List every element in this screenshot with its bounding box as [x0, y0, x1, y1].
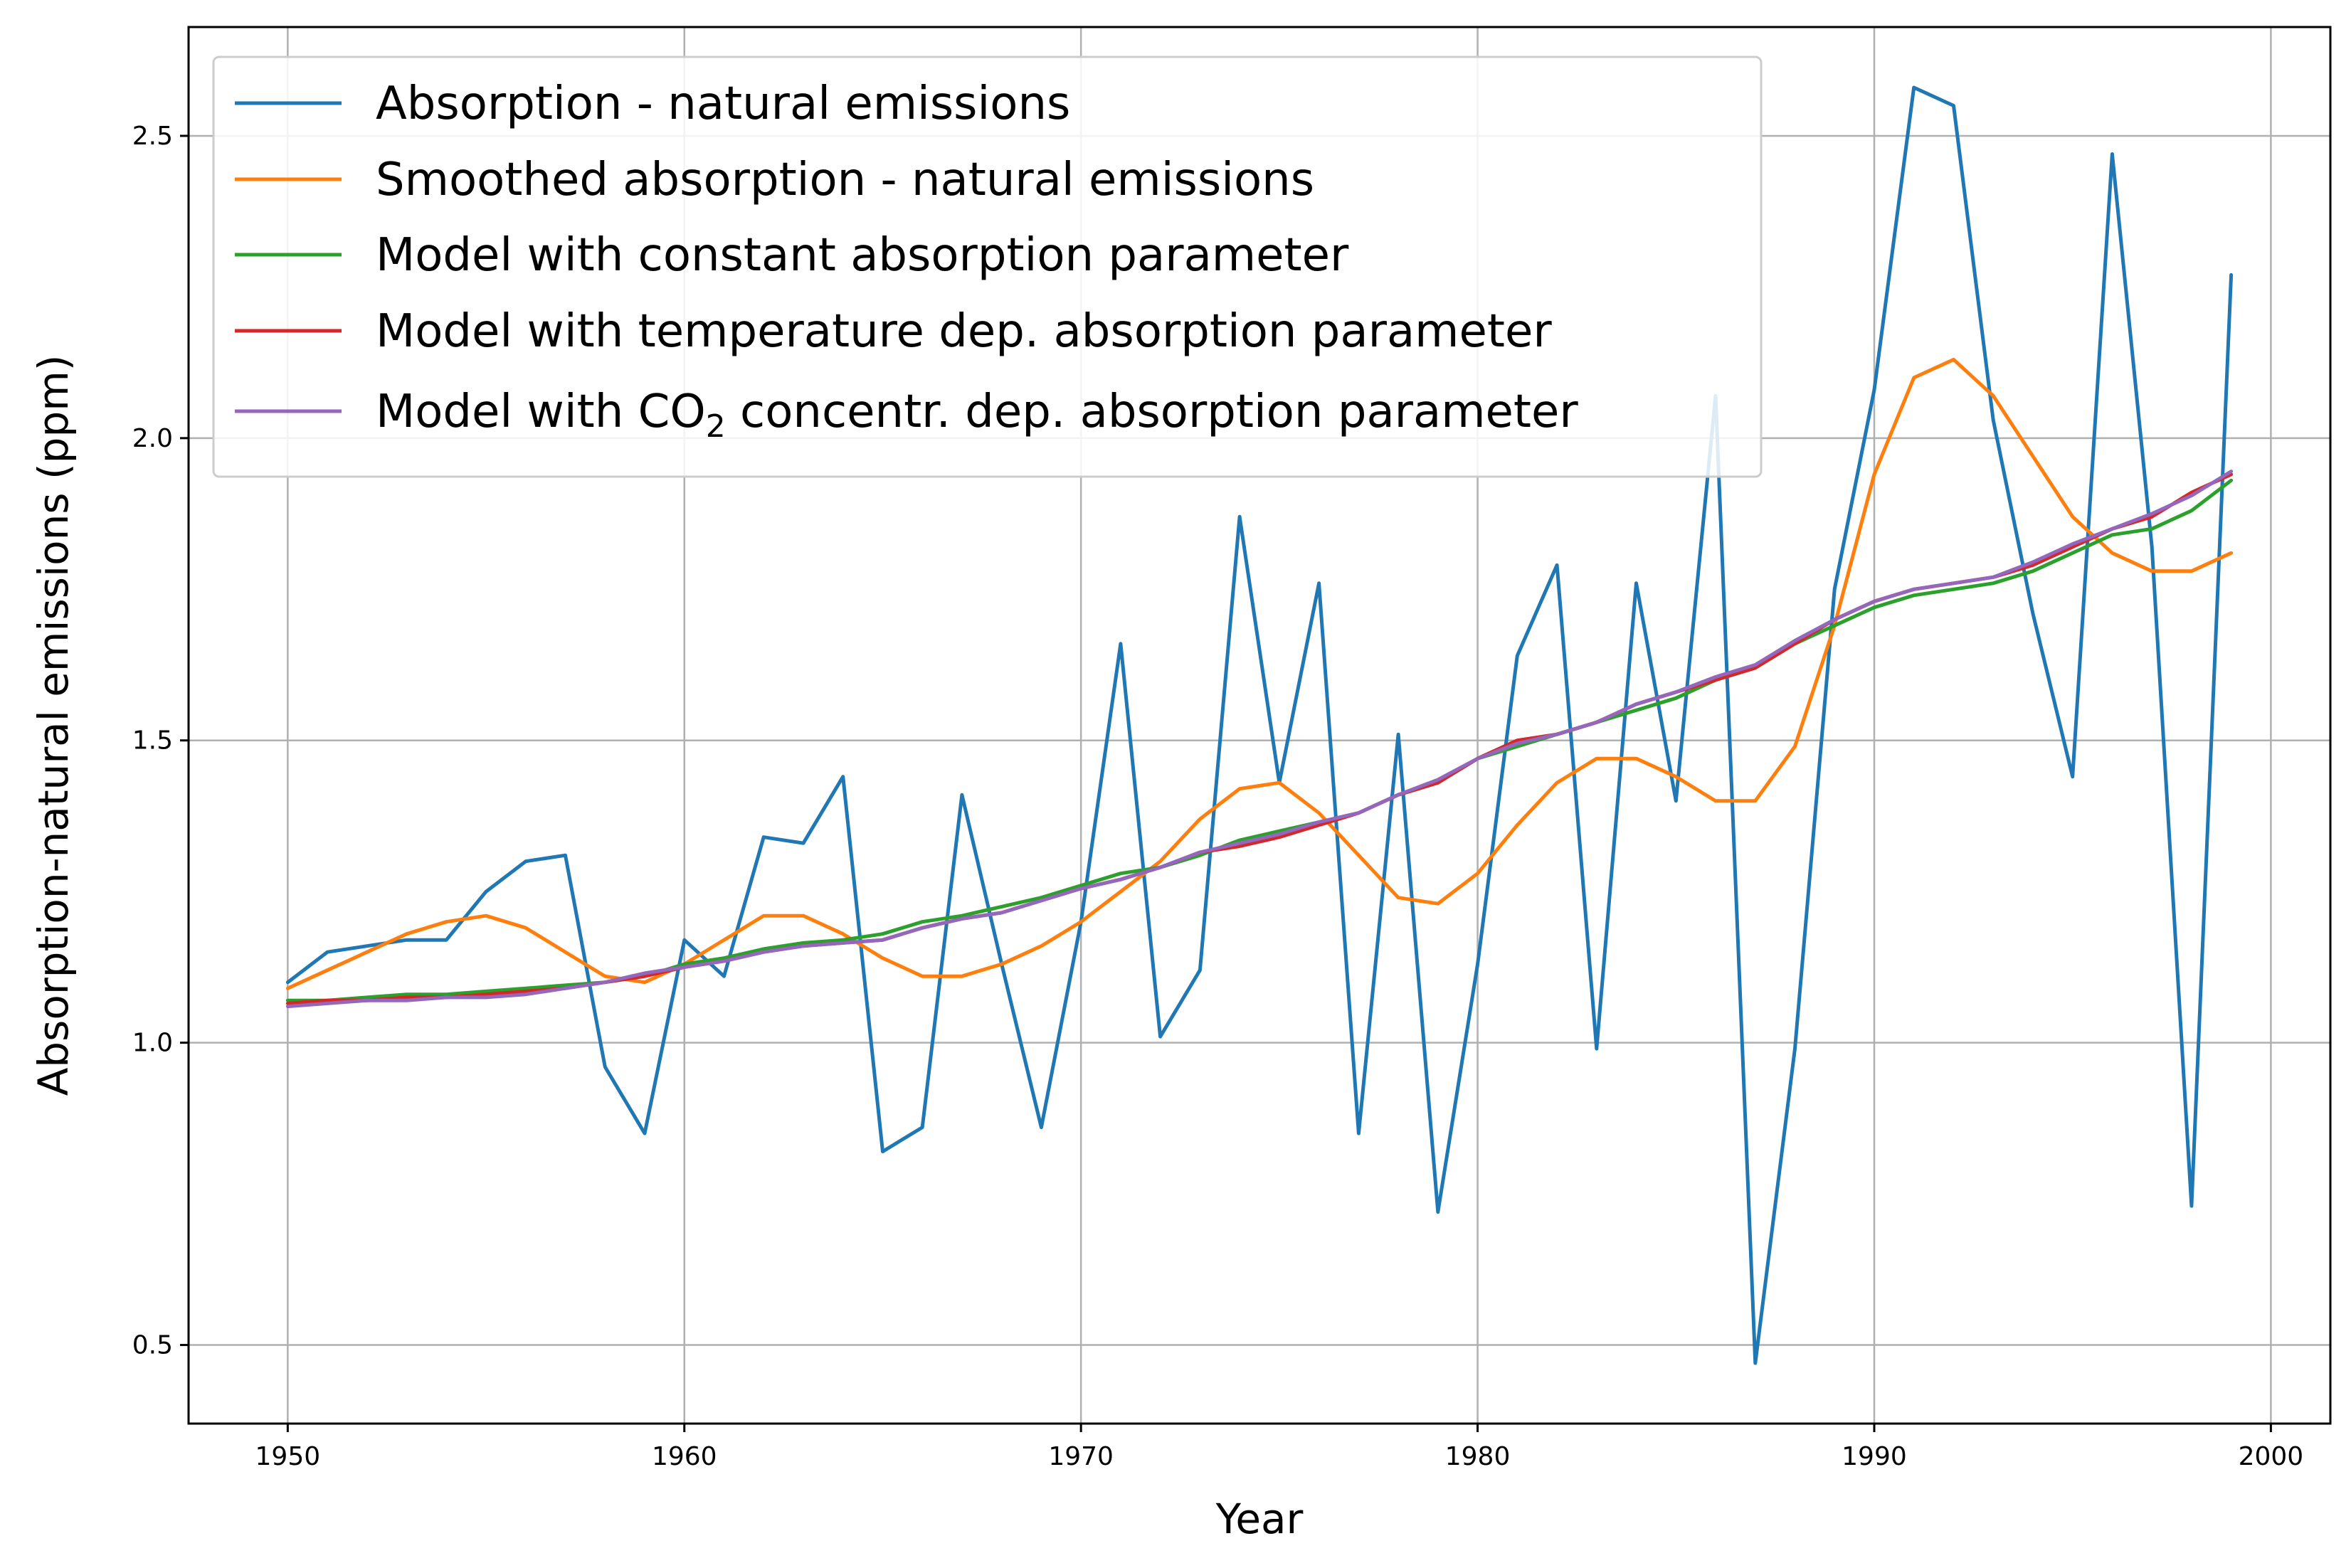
x-tick-label: 1980: [1445, 1442, 1511, 1471]
legend-label-co2-subscript: 2: [706, 408, 726, 445]
legend-label-temperature-model: Model with temperature dep. absorption p…: [376, 305, 1552, 358]
series-line-1: [285, 357, 2234, 990]
series-lines: [285, 85, 2234, 1365]
legend-box: [212, 55, 1763, 478]
y-tick-label: 1.0: [132, 1029, 173, 1058]
x-tick-label: 1990: [1842, 1442, 1907, 1471]
x-tick-label: 1950: [255, 1442, 321, 1471]
axis-ticks: 1950 1960 1970 1980 1990 2000 0.5 1.0 1.5 2.0 2.5: [132, 122, 2303, 1471]
legend-label-smoothed: Smoothed absorption - natural emissions: [376, 154, 1314, 206]
y-axis-title: Absorption-natural emissions (ppm): [29, 355, 78, 1096]
axes-frame: [187, 26, 2332, 1425]
x-axis-title: Year: [1215, 1495, 1304, 1543]
y-tick-label: 1.5: [132, 726, 173, 756]
series-line-4: [285, 470, 2234, 1009]
series-line-0: [285, 85, 2234, 1365]
legend-label-absorption: Absorption - natural emissions: [376, 78, 1070, 130]
legend-label-co2-part1: Model with CO: [376, 386, 706, 438]
legend-label-constant-model: Model with constant absorption parameter: [376, 229, 1349, 282]
y-tick-label: 0.5: [132, 1331, 173, 1360]
y-tick-label: 2.5: [132, 122, 173, 151]
y-tick-label: 2.0: [132, 424, 173, 453]
x-tick-label: 1960: [652, 1442, 717, 1471]
legend-label-co2-part2: concentr. dep. absorption parameter: [726, 386, 1579, 438]
x-tick-label: 2000: [2239, 1442, 2304, 1471]
legend-label-co2-model: Model with CO2 concentr. dep. absorption…: [376, 386, 1578, 445]
legend: Absorption - natural emissions Smoothed …: [212, 55, 1763, 478]
x-tick-label: 1970: [1048, 1442, 1114, 1471]
